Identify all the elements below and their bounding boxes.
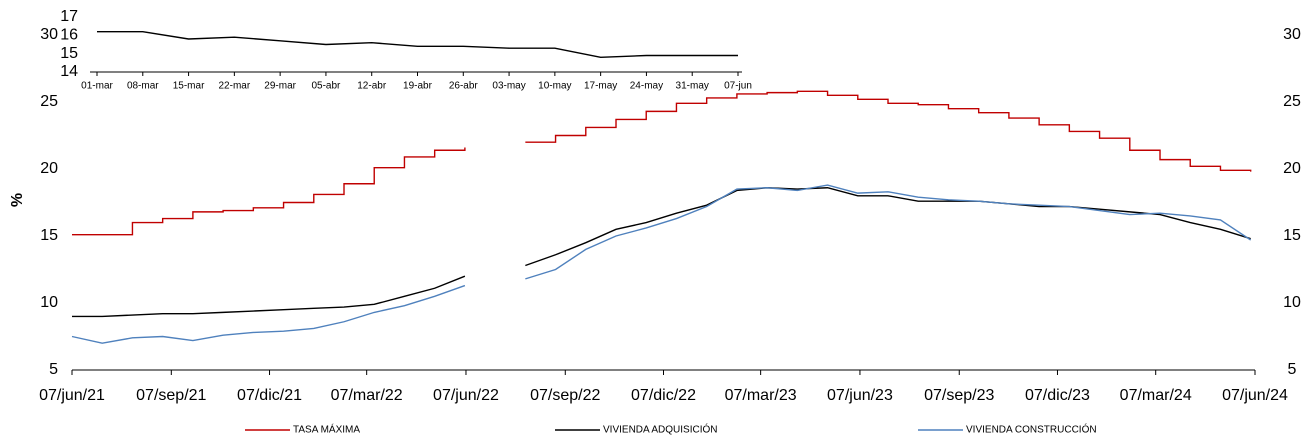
x-tick-label: 07/mar/22 bbox=[331, 387, 403, 404]
series-line bbox=[72, 187, 1251, 318]
y2-tick-label: 25 bbox=[1283, 93, 1301, 110]
x-tick-label: 07/mar/23 bbox=[725, 387, 797, 404]
inset-x-tick-label: 29-mar bbox=[264, 81, 296, 92]
legend-label: VIVIENDA CONSTRUCCIÓN bbox=[966, 423, 1097, 436]
inset-x-tick-label: 12-abr bbox=[357, 81, 387, 92]
x-tick-label: 07/dic/22 bbox=[631, 387, 696, 404]
series-line bbox=[72, 90, 1252, 236]
x-tick-label: 07/sep/23 bbox=[924, 387, 994, 404]
inset-x-tick-label: 03-may bbox=[492, 81, 525, 92]
legend-label: TASA MÁXIMA bbox=[293, 423, 360, 436]
x-tick-label: 07/jun/23 bbox=[827, 387, 893, 404]
y2-tick-label: 5 bbox=[1288, 361, 1297, 378]
y-axis-label: % bbox=[9, 193, 26, 207]
inset-y-tick-label: 15 bbox=[60, 45, 78, 62]
inset-x-tick-label: 07-jun bbox=[724, 81, 752, 92]
y-tick-label: 15 bbox=[40, 227, 58, 244]
y-tick-label: 30 bbox=[40, 26, 58, 43]
x-tick-label: 07/dic/21 bbox=[237, 387, 302, 404]
inset-y-tick-label: 16 bbox=[60, 27, 78, 44]
inset-line bbox=[97, 30, 738, 59]
y-tick-label: 20 bbox=[40, 160, 58, 177]
legend-label: VIVIENDA ADQUISICIÓN bbox=[603, 423, 717, 436]
y2-tick-label: 15 bbox=[1283, 227, 1301, 244]
y2-tick-label: 20 bbox=[1283, 160, 1301, 177]
y-tick-label: 5 bbox=[49, 361, 58, 378]
inset-x-tick-label: 26-abr bbox=[449, 81, 479, 92]
x-tick-label: 07/jun/24 bbox=[1222, 387, 1288, 404]
inset-x-tick-label: 19-abr bbox=[403, 81, 433, 92]
x-tick-label: 07/jun/21 bbox=[39, 387, 105, 404]
inset-x-tick-label: 17-may bbox=[584, 81, 617, 92]
inset-x-tick-label: 10-may bbox=[538, 81, 571, 92]
inset-x-tick-label: 01-mar bbox=[81, 81, 113, 92]
x-tick-label: 07/sep/22 bbox=[530, 387, 600, 404]
x-tick-label: 07/mar/24 bbox=[1120, 387, 1192, 404]
series-line bbox=[71, 184, 1252, 344]
inset-x-tick-label: 08-mar bbox=[127, 81, 159, 92]
inset-x-tick-label: 22-mar bbox=[219, 81, 251, 92]
x-tick-label: 07/sep/21 bbox=[136, 387, 206, 404]
inset-x-tick-label: 24-may bbox=[630, 81, 663, 92]
y-tick-label: 25 bbox=[40, 93, 58, 110]
y-tick-label: 10 bbox=[40, 294, 58, 311]
inset-y-tick-label: 17 bbox=[60, 8, 78, 25]
y2-tick-label: 10 bbox=[1283, 294, 1301, 311]
x-tick-label: 07/dic/23 bbox=[1025, 387, 1090, 404]
inset-x-tick-label: 15-mar bbox=[173, 81, 205, 92]
inset-x-tick-label: 31-may bbox=[676, 81, 709, 92]
inset-y-tick-label: 14 bbox=[60, 63, 78, 80]
y2-tick-label: 30 bbox=[1283, 26, 1301, 43]
x-tick-label: 07/jun/22 bbox=[433, 387, 499, 404]
inset-x-tick-label: 05-abr bbox=[311, 81, 341, 92]
